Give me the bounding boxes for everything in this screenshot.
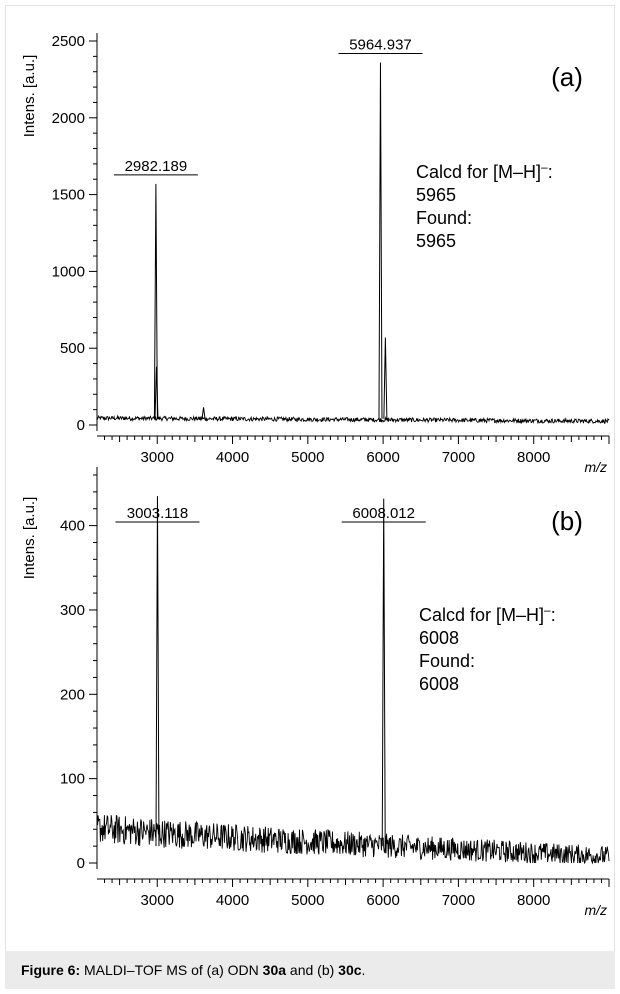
spectrum-peak <box>154 366 159 419</box>
y-tick-label: 1500 <box>52 187 85 204</box>
x-tick-label: 3000 <box>141 449 174 466</box>
y-axis-label: Intens. [a.u.] <box>21 55 38 138</box>
x-tick-label: 8000 <box>517 892 550 909</box>
spectrum-peak <box>201 407 206 419</box>
y-tick-label: 200 <box>60 686 85 703</box>
figure-frame: 0 500 1000 1500 2000 2500 Intens. [a.u.] 3000 40… <box>5 5 615 989</box>
figure-caption: Figure 6: MALDI–TOF MS of (a) ODN 30a an… <box>5 951 615 989</box>
x-axis-label: m/z <box>584 459 607 475</box>
annotation-found: Found: <box>416 208 472 228</box>
x-tick-label: 5000 <box>291 892 324 909</box>
spectrum-peak <box>378 62 383 419</box>
x-tick-label: 6000 <box>366 892 399 909</box>
y-tick-label: 500 <box>60 340 85 357</box>
annotation-found-value: 6008 <box>419 674 459 694</box>
caption-text-3: . <box>361 962 366 978</box>
x-tick-label: 3000 <box>141 892 174 909</box>
peak-label: 6008.012 <box>352 505 415 522</box>
caption-compound-c: 30c <box>338 962 362 978</box>
panel-label: (b) <box>551 506 583 536</box>
x-tick-label: 4000 <box>216 892 249 909</box>
annotation-calcd-value: 5965 <box>416 185 456 205</box>
x-tick-label: 5000 <box>291 449 324 466</box>
caption-label: Figure 6: <box>21 962 81 978</box>
annotation-calcd: Calcd for [M–H]–: <box>416 160 553 182</box>
annotation-calcd: Calcd for [M–H]–: <box>419 603 556 625</box>
chart-panel-b: 0 100 200 300 400 Intens. [a.u.] 3000 4000 5000 6… <box>21 467 610 918</box>
x-tick-label: 8000 <box>517 449 550 466</box>
y-tick-label: 0 <box>77 855 85 872</box>
x-tick-label: 7000 <box>442 449 475 466</box>
peak-label: 2982.189 <box>125 158 188 175</box>
caption-text-1: MALDI–TOF MS of (a) ODN <box>80 962 263 978</box>
y-tick-label: 2000 <box>52 110 85 127</box>
annotation-found: Found: <box>419 651 475 671</box>
spectrum-peak <box>153 183 158 419</box>
y-tick-label: 0 <box>77 417 85 434</box>
y-tick-label: 2500 <box>52 33 85 50</box>
y-axis-label: Intens. [a.u.] <box>21 497 38 580</box>
y-tick-label: 400 <box>60 518 85 535</box>
x-axis-label: m/z <box>584 902 607 918</box>
chart-panel-a: 0 500 1000 1500 2000 2500 Intens. [a.u.] 3000 40… <box>21 33 610 475</box>
y-tick-label: 1000 <box>52 263 85 280</box>
spectrum-peak <box>383 337 388 419</box>
caption-text-2: and (b) <box>286 962 339 978</box>
caption-compound-a: 30a <box>262 962 287 978</box>
spectrum-trace <box>96 414 610 425</box>
x-tick-label: 7000 <box>442 892 475 909</box>
annotation-found-value: 5965 <box>416 231 456 251</box>
spectrum-trace <box>96 813 610 865</box>
peak-label: 3003.118 <box>127 505 188 522</box>
x-tick-label: 6000 <box>366 449 399 466</box>
spectrum-peak <box>381 498 386 847</box>
peak-label: 5964.937 <box>349 37 412 54</box>
panel-label: (a) <box>551 62 583 92</box>
x-tick-label: 4000 <box>216 449 249 466</box>
spectrum-peak <box>155 496 160 847</box>
y-tick-label: 100 <box>60 771 85 788</box>
y-tick-label: 300 <box>60 602 85 619</box>
annotation-calcd-value: 6008 <box>419 628 459 648</box>
